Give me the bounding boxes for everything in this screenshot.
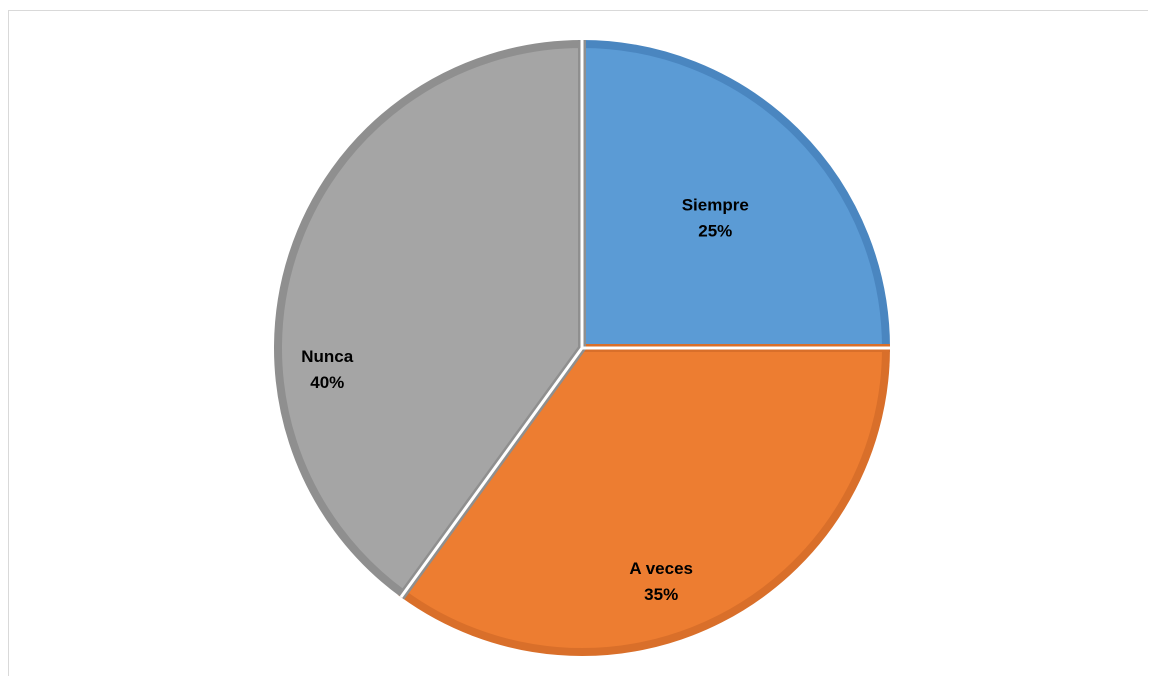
slice-percent-label: 25% <box>698 222 732 241</box>
pie-slice-a-veces <box>397 344 891 656</box>
pie-slice-nunca <box>274 39 586 600</box>
pie-labels: Siempre 25% A veces 35% Nunca 40% <box>301 196 749 604</box>
slice-category-label: Siempre <box>682 196 749 215</box>
slice-percent-label: 35% <box>644 585 678 604</box>
slice-percent-label: 40% <box>310 373 344 392</box>
pie-slice-siempre <box>578 39 891 352</box>
slice-separator <box>399 347 584 599</box>
slice-category-label: Nunca <box>301 347 354 366</box>
slice-category-label: A veces <box>629 559 693 578</box>
pie-slices <box>274 39 891 656</box>
